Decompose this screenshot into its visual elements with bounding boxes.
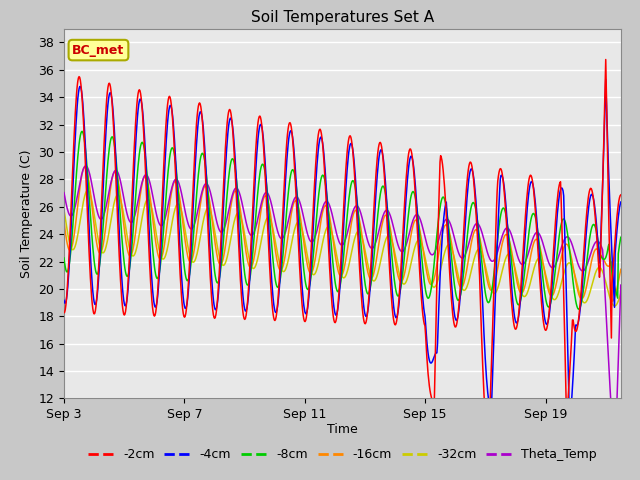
Legend: -2cm, -4cm, -8cm, -16cm, -32cm, Theta_Temp: -2cm, -4cm, -8cm, -16cm, -32cm, Theta_Te… bbox=[83, 443, 602, 466]
Title: Soil Temperatures Set A: Soil Temperatures Set A bbox=[251, 10, 434, 25]
Y-axis label: Soil Temperature (C): Soil Temperature (C) bbox=[20, 149, 33, 278]
X-axis label: Time: Time bbox=[327, 422, 358, 435]
Text: BC_met: BC_met bbox=[72, 44, 125, 57]
